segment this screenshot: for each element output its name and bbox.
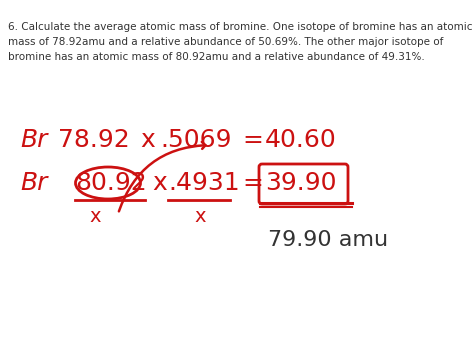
Text: 6. Calculate the average atomic mass of bromine. One isotope of bromine has an a: 6. Calculate the average atomic mass of …: [8, 22, 473, 62]
Text: 39.90: 39.90: [265, 171, 337, 195]
Text: =: =: [242, 171, 263, 195]
Text: 78.92: 78.92: [58, 128, 130, 152]
Text: .4931: .4931: [168, 171, 240, 195]
Text: x: x: [140, 128, 155, 152]
Text: 40.60: 40.60: [265, 128, 337, 152]
Text: 80.92: 80.92: [75, 171, 147, 195]
Text: x: x: [89, 208, 101, 226]
Text: =: =: [242, 128, 263, 152]
Text: .5069: .5069: [160, 128, 231, 152]
Text: x: x: [152, 171, 167, 195]
Text: 79.90 amu: 79.90 amu: [268, 230, 388, 250]
Text: x: x: [194, 208, 206, 226]
Text: Br: Br: [20, 171, 47, 195]
Text: Br: Br: [20, 128, 47, 152]
